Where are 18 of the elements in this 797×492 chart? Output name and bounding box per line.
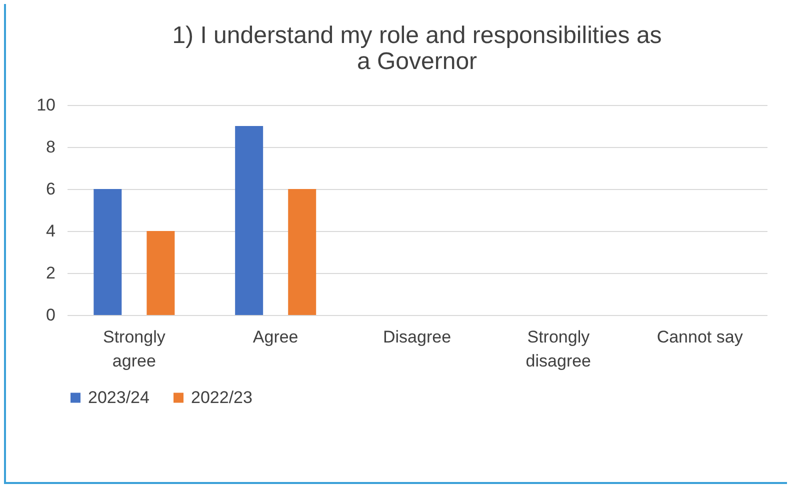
legend-label: 2022/23 <box>191 388 252 407</box>
bar <box>235 126 264 315</box>
y-tick-label: 4 <box>46 222 56 240</box>
chart-title: 1) I understand my role and responsibilities as a Governor <box>172 22 662 75</box>
y-tick-label: 2 <box>46 264 56 282</box>
y-tick-label: 8 <box>46 138 56 156</box>
bar <box>146 231 175 315</box>
y-tick-label: 10 <box>36 96 56 114</box>
x-tick-label: Cannot say <box>656 328 744 346</box>
x-tick-label: Disagree <box>382 328 452 346</box>
x-tick-label: Strongly agree <box>102 328 166 370</box>
legend-label: 2023/24 <box>88 388 150 407</box>
x-tick-label: Agree <box>252 328 298 346</box>
y-tick-label: 6 <box>46 180 56 198</box>
bar <box>288 189 316 315</box>
bar <box>94 189 122 315</box>
y-tick-label: 0 <box>46 306 56 324</box>
x-tick-label: Strongly disagree <box>526 328 592 370</box>
